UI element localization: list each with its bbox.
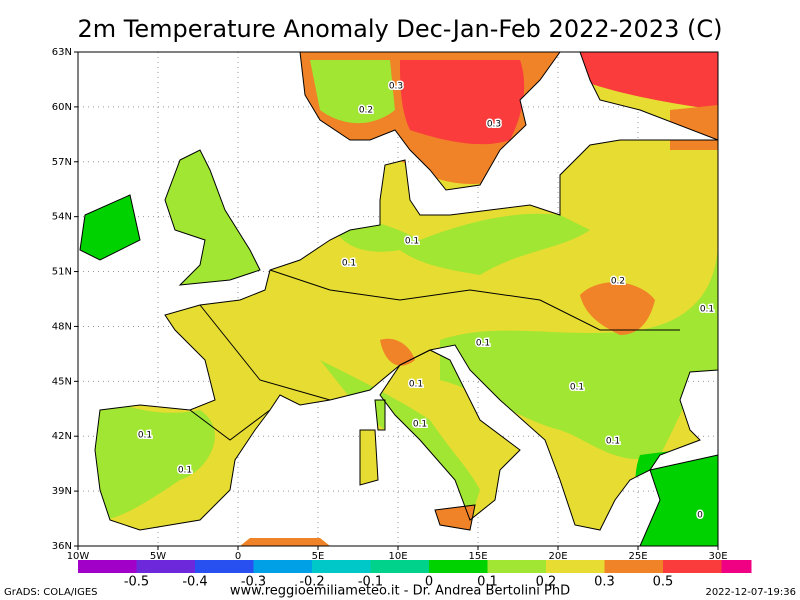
field-green [630, 445, 718, 546]
contour-label: 0.1 [409, 380, 423, 390]
contour-label: 0.1 [138, 431, 152, 441]
colorbar-segment [546, 560, 605, 573]
colorbar-label: 0.2 [536, 575, 557, 590]
field-orange [380, 338, 415, 366]
colorbar-label: 0 [425, 575, 433, 590]
colorbar-segment [195, 560, 254, 573]
field-lightgreen [90, 400, 215, 520]
lon-label: 5W [150, 551, 166, 562]
contour-label: 0 [697, 511, 703, 521]
footer-center: www.reggioemiliameteo.it - Dr. Andrea Be… [230, 584, 570, 599]
lat-label: 54N [52, 212, 72, 223]
contour-label: 0.1 [476, 339, 490, 349]
map-title: 2m Temperature Anomaly Dec-Jan-Feb 2022-… [78, 15, 723, 43]
contour-label: 0.1 [413, 420, 427, 430]
coastlines [79, 51, 719, 547]
colorbar-segment [253, 560, 312, 573]
lat-label: 42N [52, 431, 72, 442]
lat-label: 45N [52, 376, 72, 387]
footer-left: GrADS: COLA/IGES [4, 587, 98, 598]
lat-label: 63N [52, 47, 72, 58]
colorbar-segment [604, 560, 663, 573]
lon-label: 0 [235, 551, 241, 562]
contour-label: 0.1 [405, 237, 419, 247]
contour-label: 0.3 [389, 82, 403, 92]
colorbar: -0.5 -0.4 -0.3 -0.2 -0.1 0 0.1 0.2 0.3 0.5 [78, 560, 752, 590]
lat-label: 60N [52, 102, 72, 113]
colorbar-segment [429, 560, 488, 573]
field-orange [580, 282, 655, 335]
lat-label: 51N [52, 267, 72, 278]
colorbar-segment [370, 560, 429, 573]
lon-label: 5E [312, 551, 325, 562]
lon-label: 25E [628, 551, 647, 562]
colorbar-label: 0.3 [594, 575, 615, 590]
colorbar-label: -0.2 [299, 575, 324, 590]
colorbar-segment [663, 560, 722, 573]
contour-label: 0.1 [606, 437, 620, 447]
lon-label: 20E [548, 551, 567, 562]
field-red [400, 60, 525, 145]
colorbar-label: -0.4 [182, 575, 207, 590]
field-orange [430, 505, 475, 530]
colorbar-segment [721, 560, 752, 573]
field-lightgreen [310, 60, 395, 124]
colorbar-label: 0.5 [653, 575, 674, 590]
footer-right: 2022-12-07-19:36 [705, 587, 796, 598]
field-orange [240, 538, 330, 546]
colorbar-label: -0.1 [358, 575, 383, 590]
contour-label: 0.2 [359, 106, 373, 116]
lat-label: 57N [52, 157, 72, 168]
colorbar-label: -0.3 [241, 575, 266, 590]
contour-label: 0.1 [570, 383, 584, 393]
colorbar-segment [487, 560, 546, 573]
lon-label: 15E [468, 551, 487, 562]
contour-label: 0.1 [700, 305, 714, 315]
field-lightgreen [440, 240, 718, 460]
lon-label: 10W [67, 551, 90, 562]
colorbar-segment [312, 560, 371, 573]
contour-label: 0.3 [487, 120, 501, 130]
lat-label: 39N [52, 486, 72, 497]
colorbar-segment [78, 560, 137, 573]
lon-label: 10E [388, 551, 407, 562]
contour-labels: 0.3 0.2 0.3 0.1 0.1 0.2 0.1 0.1 0.1 0.1 … [136, 80, 715, 522]
colorbar-label: 0.1 [477, 575, 498, 590]
field-red [580, 52, 718, 110]
contour-label: 0.1 [178, 466, 192, 476]
lat-label: 36N [52, 541, 72, 552]
lat-label: 48N [52, 321, 72, 332]
lon-label: 30E [708, 551, 727, 562]
contour-label: 0.1 [342, 259, 356, 269]
colorbar-label: -0.5 [124, 575, 149, 590]
colorbar-segment [136, 560, 195, 573]
field-lightgreen [330, 213, 590, 275]
contour-label: 0.2 [611, 277, 625, 287]
axes: 36N 39N 42N 45N 48N 51N 54N 57N 60N 63N 10W 5W 0 5E 10… [52, 47, 728, 562]
